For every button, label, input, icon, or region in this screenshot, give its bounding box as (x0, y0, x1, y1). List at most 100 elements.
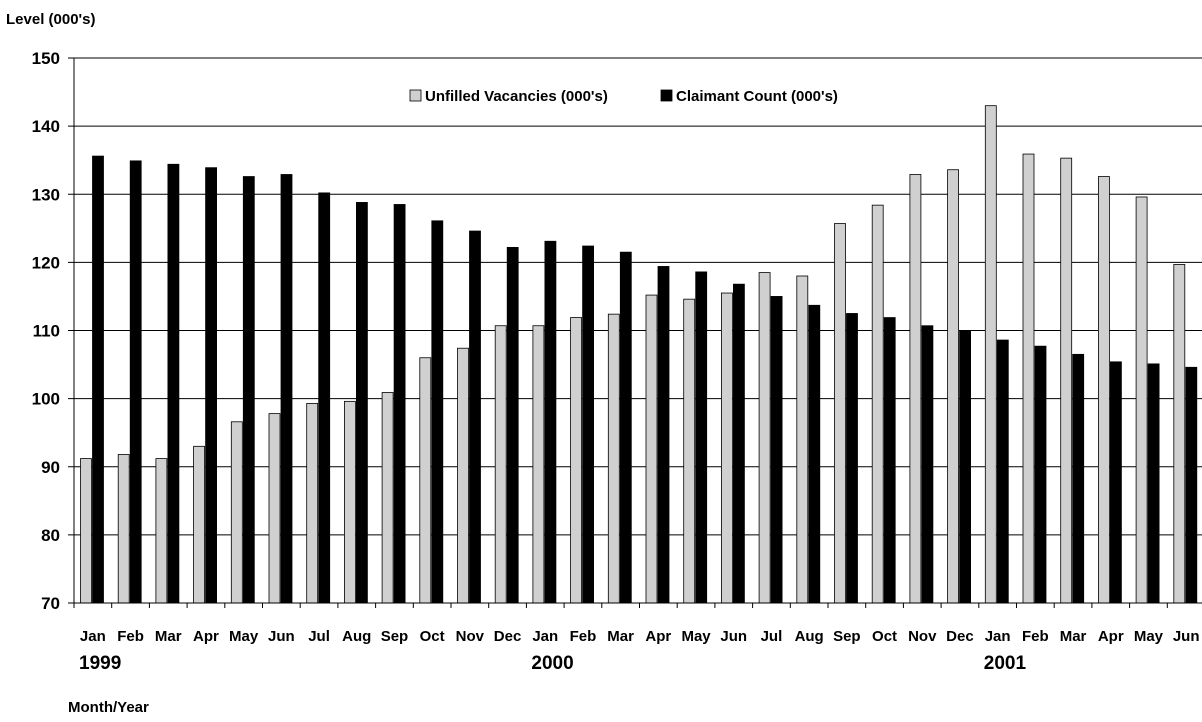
vacancies-bar (306, 402, 319, 604)
vacancies-bar (80, 458, 92, 604)
claimant-bar (921, 325, 934, 604)
y-tick-label: 90 (41, 458, 60, 477)
vacancies-bar (117, 454, 130, 604)
claimant-bar (92, 155, 104, 604)
x-tick-label: Jul (761, 628, 783, 645)
x-axis-ticks: Jan Feb Mar Apr May Jun Jul Aug Sep Oct Nov Dec Jan F… (73, 603, 1199, 674)
x-tick-label: Nov (456, 628, 485, 645)
claimant-bar (733, 283, 745, 604)
legend-swatch (660, 89, 673, 102)
claimant-bar (318, 192, 331, 604)
vacancies-bar (1135, 196, 1148, 604)
x-tick-label: Aug (342, 628, 371, 645)
vacancies-bar (419, 357, 432, 604)
x-tick-label: Mar (607, 628, 634, 645)
claimant-bar (846, 313, 858, 604)
claimant-bar (167, 163, 180, 604)
x-tick-label: Aug (795, 628, 824, 645)
x-tick-label: Nov (908, 628, 937, 645)
vacancies-bar (683, 298, 696, 604)
claimant-bar (1072, 353, 1085, 604)
vacancies-bar (230, 421, 243, 604)
vacancies-bar (1060, 157, 1073, 604)
vacancies-bar (381, 392, 394, 604)
claimant-bar (619, 251, 632, 604)
x-tick-label: Feb (117, 628, 144, 645)
x-tick-label: Apr (645, 628, 671, 645)
x-tick-label: Jun (720, 628, 747, 645)
vacancies-bar (343, 400, 356, 604)
x-tick-label: Feb (570, 628, 597, 645)
x-tick-label: May (681, 628, 711, 645)
x-tick-label: Dec (946, 628, 974, 645)
x-tick-label: Mar (155, 628, 182, 645)
y-tick-label: 120 (32, 253, 60, 272)
vacancies-bar (193, 445, 206, 604)
x-tick-label: Apr (1098, 628, 1124, 645)
year-label: 1999 (79, 653, 121, 674)
x-tick-label: Jan (80, 628, 106, 645)
vacancies-bar (1173, 264, 1186, 604)
x-tick-label: Oct (872, 628, 897, 645)
claimant-bar (1034, 345, 1047, 604)
y-tick-label: 130 (32, 185, 60, 204)
claimant-bar (770, 296, 783, 604)
claimant-bar (393, 204, 406, 604)
year-label: 2001 (984, 653, 1027, 674)
claimant-bar (695, 271, 708, 604)
x-tick-label: Sep (833, 628, 861, 645)
vacancies-bar (1022, 153, 1035, 604)
y-tick-label: 110 (33, 322, 60, 341)
claimant-bar (582, 245, 594, 604)
vacancies-bar (758, 272, 771, 604)
claimant-bar (996, 339, 1009, 604)
x-tick-label: Jan (532, 628, 558, 645)
claimant-bar (1185, 366, 1198, 604)
y-tick-label: 70 (41, 594, 60, 613)
x-tick-label: Oct (420, 628, 445, 645)
claimant-bar (469, 230, 481, 604)
vacancies-bar (947, 169, 959, 604)
claimant-bar (280, 174, 293, 604)
vacancies-bar (796, 275, 809, 604)
claimant-bar (883, 317, 896, 604)
vacancies-bar (607, 313, 620, 604)
gridlines (74, 57, 1202, 536)
claimant-bar (242, 176, 255, 604)
legend-label: Unfilled Vacancies (000's) (425, 88, 608, 105)
y-axis-ticks: 70 80 90 100 110 120 130 140 150 (32, 49, 74, 613)
claimant-bar (544, 240, 557, 604)
vacancies-bar (570, 317, 582, 604)
x-tick-label: Mar (1060, 628, 1087, 645)
claimant-bar (1110, 361, 1122, 604)
vacancies-bar (871, 204, 884, 604)
bars (80, 105, 1198, 604)
x-tick-label: May (229, 628, 259, 645)
x-tick-label: Jan (985, 628, 1011, 645)
claimant-bar (205, 167, 218, 604)
claimant-bar (431, 220, 444, 604)
x-tick-label: Apr (193, 628, 219, 645)
year-label: 2000 (531, 653, 573, 674)
vacancies-bar (1098, 176, 1110, 604)
vacancies-bar (645, 294, 658, 604)
x-tick-label: Feb (1022, 628, 1049, 645)
x-tick-label: Jul (308, 628, 330, 645)
vacancies-bar (457, 347, 469, 604)
legend-swatch (409, 89, 422, 102)
claimant-bar (129, 160, 142, 604)
vacancies-bar (494, 325, 507, 604)
x-tick-label: Sep (381, 628, 409, 645)
vacancies-bar (532, 325, 545, 604)
claimant-bar (657, 266, 670, 604)
vacancies-bar (721, 292, 733, 604)
claimant-bar (1147, 363, 1160, 604)
y-axis-label: Level (000's) (6, 11, 95, 28)
y-tick-label: 140 (32, 117, 60, 136)
legend-label: Claimant Count (000's) (676, 88, 838, 105)
claimant-bar (959, 330, 971, 604)
y-tick-label: 100 (32, 390, 60, 409)
legend: Unfilled Vacancies (000's) Claimant Count… (409, 88, 838, 105)
vacancies-bar (268, 413, 281, 604)
